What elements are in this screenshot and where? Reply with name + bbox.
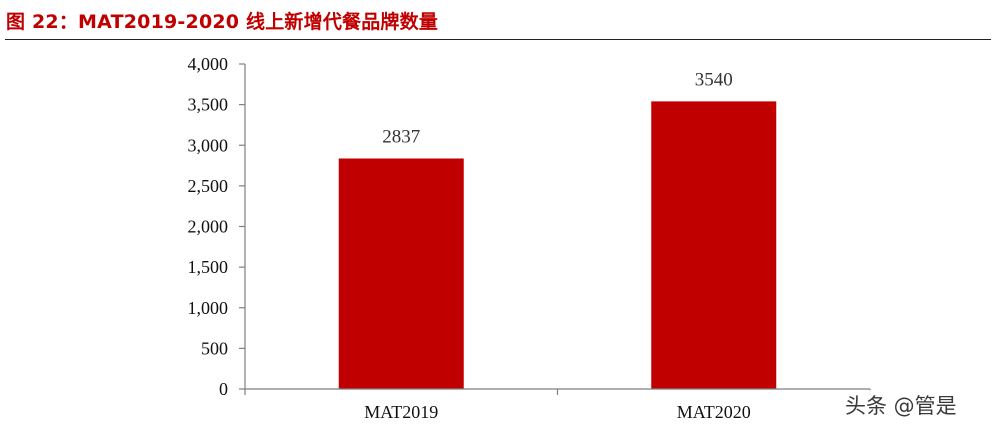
y-tick-label: 2,000 xyxy=(188,217,229,237)
figure-title: 图 22：MAT2019-2020 线上新增代餐品牌数量 xyxy=(6,11,439,33)
bar-mat2019 xyxy=(338,158,464,389)
x-category-label: MAT2020 xyxy=(677,402,751,422)
bar-mat2020 xyxy=(651,101,777,389)
data-label: 3540 xyxy=(695,69,733,90)
y-tick-label: 0 xyxy=(219,379,228,399)
y-tick-label: 500 xyxy=(201,338,228,358)
bars-group: 2837 3540 xyxy=(338,69,777,389)
data-label: 2837 xyxy=(382,126,420,147)
x-axis-group: MAT2019 MAT2020 xyxy=(244,388,871,422)
y-tick-label: 2,500 xyxy=(188,176,229,196)
y-tick-label: 1,000 xyxy=(188,298,229,318)
y-tick-label: 3,000 xyxy=(188,135,229,155)
y-tick-label: 3,500 xyxy=(188,95,229,115)
watermark: 头条 @管是 xyxy=(841,390,961,420)
y-tick-label: 1,500 xyxy=(188,257,229,277)
y-axis-group: 0 500 1,000 1,500 2,000 2,500 3,000 3,500 4,000 xyxy=(188,54,246,399)
y-tick-label: 4,000 xyxy=(188,54,229,74)
title-divider xyxy=(5,39,991,40)
x-category-label: MAT2019 xyxy=(364,402,438,422)
